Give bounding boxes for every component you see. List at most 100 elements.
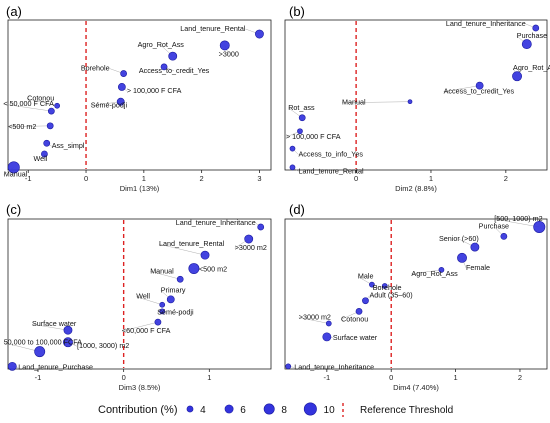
- x-tick-label: 1: [429, 174, 433, 183]
- point-label: Sémé-podji: [91, 101, 128, 110]
- point-connector: [8, 125, 51, 128]
- point-label: Male: [358, 272, 374, 281]
- x-axis-title: Dim4 (7.40%): [393, 383, 439, 392]
- point-label: Manual: [4, 169, 28, 178]
- point-connector: [31, 323, 69, 331]
- point-connector: [158, 243, 206, 256]
- point-label: <500 m2: [199, 265, 227, 274]
- legend-size-label: 8: [281, 405, 287, 416]
- data-point: [500, 233, 508, 240]
- point-label: >3000 m2: [235, 243, 267, 252]
- point-label: >3000 m2: [299, 312, 331, 321]
- point-label: Land_tenure_Inheritance: [176, 218, 256, 227]
- point-connector: [443, 85, 480, 92]
- point-label: Agro_Rot_Ass: [513, 63, 550, 72]
- point-label: > 100,000 F CFA: [127, 86, 182, 95]
- point-label: Well: [136, 292, 150, 301]
- data-point: [355, 308, 363, 315]
- legend-title: Contribution (%): [98, 404, 177, 416]
- data-point: [289, 145, 296, 152]
- point-label: 50,000 to 100,000 FCFA: [4, 338, 83, 347]
- x-tick-label: 2: [504, 174, 508, 183]
- data-point: [120, 70, 127, 77]
- panel-d: (d) -1 0 1 2 Dim4 (7.40%) [500, 1000) m2Purcha…: [284, 202, 548, 392]
- point-label: Land_tenure_Rental: [180, 24, 246, 33]
- data-point: [512, 71, 522, 82]
- point-label: Senior (>60): [439, 234, 479, 243]
- data-point: [160, 63, 168, 71]
- legend-size-label: 10: [324, 405, 336, 416]
- data-point: [369, 281, 375, 288]
- data-point: [289, 164, 296, 171]
- legend-size-swatch: [263, 403, 275, 415]
- data-point: [43, 139, 51, 147]
- data-point: [200, 250, 210, 260]
- point-label: Cotonou: [27, 94, 54, 103]
- point-label: > 100,000 F CFA: [286, 132, 341, 141]
- panel-letter: (a): [6, 4, 22, 19]
- x-tick-label: -1: [324, 373, 331, 382]
- point-label: Agro_Rot_Ass: [411, 269, 458, 278]
- point-label: Adult (35–60): [369, 291, 412, 300]
- point-label: Land_tenure_Rental: [159, 239, 225, 248]
- legend-size-swatch: [303, 402, 317, 416]
- point-label: Female: [466, 263, 490, 272]
- point-label: Land_tenure_Purchase: [18, 362, 93, 371]
- legend: Contribution (%) 4 6 8 10 Reference Threshold: [98, 402, 453, 417]
- x-tick-label: 0: [389, 373, 393, 382]
- data-point: [166, 295, 175, 304]
- data-point: [154, 318, 162, 326]
- point-label: Purchase: [517, 31, 547, 40]
- data-point: [298, 114, 306, 122]
- legend-size-label: 4: [200, 405, 206, 416]
- point-label: Well: [33, 154, 47, 163]
- data-point: [322, 332, 332, 342]
- point-connector: [411, 269, 442, 275]
- data-point: [63, 325, 73, 335]
- legend-size-swatch: [186, 405, 194, 413]
- x-tick-label: 1: [454, 373, 458, 382]
- point-label: [1000, 3000) m2: [77, 341, 129, 350]
- data-point: [325, 320, 332, 327]
- panel-letter: (b): [289, 4, 305, 19]
- data-point: [63, 337, 73, 348]
- data-point: [47, 107, 55, 115]
- data-point: [188, 263, 200, 275]
- point-label: Surface water: [333, 333, 378, 342]
- point-label: Access_to_credit_Yes: [139, 66, 210, 75]
- point-label: Borehole: [373, 283, 402, 292]
- data-point: [46, 122, 54, 130]
- plot-frame: [7, 218, 272, 370]
- point-label: Borehole: [81, 64, 110, 73]
- point-label: Surface water: [32, 319, 77, 328]
- point-label: Agro_Rot_Ass: [138, 40, 185, 49]
- data-point: [297, 128, 303, 135]
- data-point: [285, 363, 292, 370]
- data-point: [475, 81, 484, 90]
- x-tick-label: 1: [207, 373, 211, 382]
- point-connector: [90, 101, 121, 106]
- point-label: Primary: [161, 285, 186, 294]
- data-point: [457, 252, 467, 263]
- point-connector: [150, 271, 181, 280]
- legend-size-label: 6: [240, 405, 246, 416]
- data-point: [159, 301, 166, 308]
- point-label: [500, 1000) m2: [494, 214, 542, 223]
- data-point: [533, 221, 546, 233]
- point-label: Access_to_credit_Yes: [444, 87, 515, 96]
- data-point: [407, 99, 413, 105]
- x-tick-label: 2: [518, 373, 522, 382]
- point-connector: [342, 101, 411, 103]
- x-tick-label: 0: [354, 174, 358, 183]
- data-point: [219, 40, 230, 51]
- data-point: [159, 308, 166, 315]
- x-axis-title: Dim2 (8.8%): [395, 184, 437, 193]
- plot-frame: [7, 19, 272, 171]
- panel-c: (c) -1 0 1 Dim3 (8.5%) Land_tenure_Inheritanc…: [3, 202, 272, 392]
- point-connector: [27, 98, 58, 106]
- point-label: Manual: [150, 266, 174, 275]
- x-tick-label: 0: [122, 373, 126, 382]
- panel-letter: (c): [6, 202, 21, 217]
- data-point: [34, 346, 46, 358]
